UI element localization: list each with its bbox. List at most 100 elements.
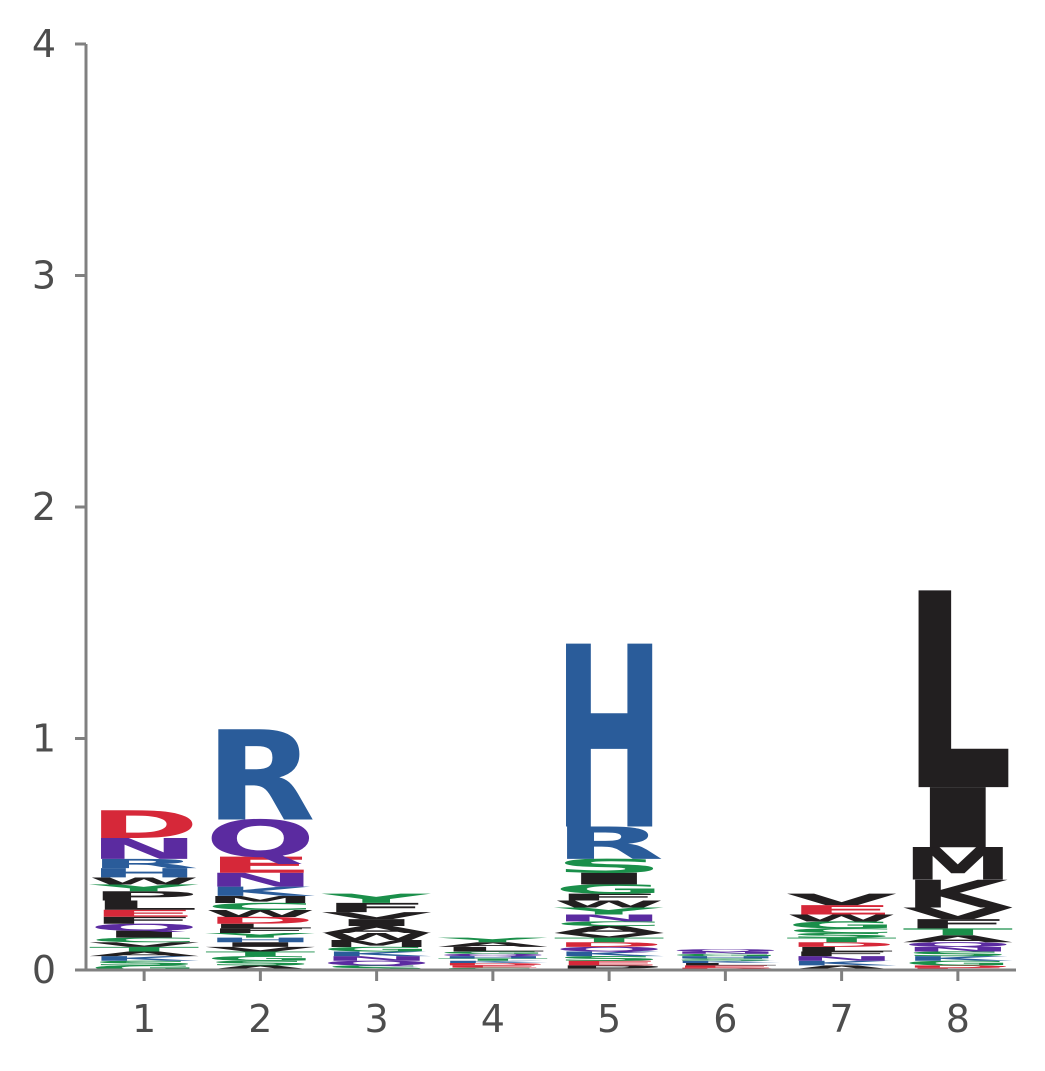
residue-letter-I: I bbox=[903, 771, 1013, 867]
residue-letter-R: R bbox=[205, 705, 315, 849]
residue-letter-P: P bbox=[554, 964, 664, 971]
residue-letter-C: C bbox=[205, 901, 315, 912]
residue-letter-M: M bbox=[321, 938, 431, 949]
x-tick-label: 4 bbox=[481, 997, 505, 1041]
residue-letter-Y: Y bbox=[204, 932, 316, 939]
residue-letter-C: C bbox=[786, 927, 896, 934]
residue-letter-S: S bbox=[554, 955, 664, 962]
residue-letter-V: V bbox=[205, 946, 315, 953]
residue-letter-V: V bbox=[554, 932, 664, 939]
residue-letter-N: N bbox=[89, 832, 199, 866]
stack-position-6: DELKSHGNQ bbox=[670, 949, 780, 971]
residue-letter-C: C bbox=[89, 936, 199, 943]
residue-letter-H: H bbox=[89, 866, 199, 881]
residue-letter-W: W bbox=[554, 899, 664, 910]
residue-letter-A: A bbox=[89, 950, 199, 957]
residue-letter-N: N bbox=[554, 913, 664, 924]
residue-letter-A: A bbox=[903, 933, 1013, 944]
residue-letter-S: S bbox=[205, 959, 315, 966]
residue-letter-N: N bbox=[786, 955, 896, 962]
y-tick-label: 4 bbox=[32, 22, 56, 66]
residue-letter-K: K bbox=[554, 950, 664, 957]
residue-letter-M: M bbox=[205, 894, 315, 905]
residue-letter-F: F bbox=[321, 900, 431, 915]
residue-letter-A: A bbox=[438, 941, 548, 948]
y-tick-label: 1 bbox=[32, 717, 56, 761]
residue-letter-T: T bbox=[786, 936, 896, 943]
residue-letter-H: H bbox=[438, 955, 548, 959]
residue-letter-V: V bbox=[89, 941, 199, 948]
residue-letter-K: K bbox=[205, 884, 315, 899]
residue-letter-Q: Q bbox=[89, 922, 199, 933]
residue-letter-F: F bbox=[554, 892, 664, 903]
residue-letter-T: T bbox=[554, 936, 664, 943]
residue-letter-V: V bbox=[786, 890, 897, 908]
residue-letter-T: T bbox=[903, 927, 1013, 938]
y-tick-label: 0 bbox=[32, 948, 56, 992]
residue-letter-W: W bbox=[205, 908, 315, 919]
residue-letter-G: G bbox=[670, 953, 780, 957]
residue-letter-S: S bbox=[554, 855, 664, 877]
residue-letter-Y: Y bbox=[88, 882, 199, 893]
residue-letter-K: K bbox=[321, 950, 431, 957]
residue-letter-L: L bbox=[205, 922, 315, 929]
residue-letter-H: H bbox=[205, 936, 315, 943]
y-tick-label: 3 bbox=[32, 254, 56, 298]
residue-letter-Q: Q bbox=[205, 810, 315, 869]
residue-letter-E: E bbox=[438, 965, 548, 969]
residue-letter-W: W bbox=[786, 913, 896, 924]
residue-letter-Q: Q bbox=[321, 959, 431, 966]
residue-letter-A: A bbox=[321, 924, 431, 935]
x-tick-label: 5 bbox=[597, 997, 621, 1041]
residue-letter-S: S bbox=[903, 950, 1013, 957]
x-tick-label: 7 bbox=[830, 997, 854, 1041]
x-tick-label: 1 bbox=[132, 997, 156, 1041]
residue-letter-K: K bbox=[438, 960, 548, 964]
y-axis-ticks: 0 1 2 3 4 bbox=[32, 22, 86, 992]
residue-letter-L: L bbox=[903, 537, 1013, 851]
residue-letter-G: G bbox=[205, 955, 315, 962]
residue-letter-E: E bbox=[554, 959, 664, 966]
residue-letter-G: G bbox=[903, 960, 1013, 967]
residue-letter-I: I bbox=[321, 917, 431, 928]
stack-position-4: SEDKTHQGLAY bbox=[436, 936, 548, 970]
residue-letter-T: T bbox=[205, 950, 315, 957]
residue-letter-K: K bbox=[89, 955, 199, 962]
residue-letter-N: N bbox=[205, 869, 315, 891]
x-tick-label: 2 bbox=[248, 997, 272, 1041]
residue-letter-Q: Q bbox=[438, 953, 548, 957]
y-tick-label: 2 bbox=[32, 485, 56, 529]
residue-letter-G: G bbox=[321, 946, 431, 953]
residue-letter-L: L bbox=[670, 962, 780, 966]
x-tick-label: 6 bbox=[713, 997, 737, 1041]
residue-letter-E: E bbox=[670, 965, 780, 969]
residue-letter-G: G bbox=[554, 882, 664, 897]
residue-letter-V: V bbox=[321, 910, 431, 921]
residue-letter-L: L bbox=[438, 946, 548, 953]
residue-letter-D: D bbox=[438, 962, 548, 966]
residue-letter-K: K bbox=[903, 955, 1013, 962]
residue-letter-G: G bbox=[438, 951, 548, 955]
residue-letter-A: A bbox=[786, 964, 896, 971]
residue-letter-K: K bbox=[903, 872, 1013, 917]
residue-letter-Y: Y bbox=[320, 891, 431, 906]
residue-letter-D: D bbox=[554, 941, 664, 948]
x-tick-label: 8 bbox=[946, 997, 970, 1041]
residue-letter-G: G bbox=[89, 964, 199, 971]
residue-letter-G: G bbox=[786, 920, 896, 931]
residue-letter-E: E bbox=[205, 852, 315, 878]
residue-letter-W: W bbox=[321, 931, 431, 942]
residue-letter-F: F bbox=[786, 950, 896, 957]
residue-letter-A: A bbox=[205, 964, 315, 971]
residue-letter-C: C bbox=[554, 920, 664, 927]
residue-letter-A: A bbox=[554, 924, 664, 935]
residue-letter-H: H bbox=[554, 595, 664, 887]
residue-letter-P: P bbox=[89, 889, 199, 904]
x-tick-label: 3 bbox=[365, 997, 389, 1041]
residue-letter-Q: Q bbox=[670, 949, 780, 953]
residue-letter-E: E bbox=[786, 903, 896, 918]
